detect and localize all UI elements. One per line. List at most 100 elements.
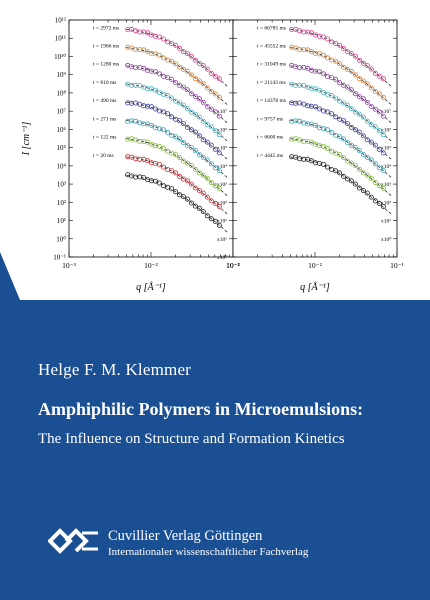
data-point [168, 186, 174, 192]
data-point [344, 66, 350, 72]
book-title: Amphiphilic Polymers in Microemulsions: [38, 399, 364, 419]
series-3: t = 810 ms x10⁴ [93, 80, 228, 170]
data-point [324, 55, 330, 61]
data-point [336, 80, 342, 86]
series-8: x10⁰ [125, 172, 228, 261]
data-point [356, 76, 362, 82]
y-tick-label: 10⁶ [57, 126, 67, 134]
scale-label: x10⁵ [381, 146, 391, 152]
data-point [196, 114, 202, 120]
data-point [208, 124, 214, 130]
scale-label: x10¹ [217, 237, 227, 243]
series-0: t = 2972 ms x10⁷ [93, 25, 228, 115]
fit-curve [126, 47, 228, 105]
y-tick-label: 10⁰ [56, 235, 66, 243]
fit-curve [126, 83, 228, 142]
data-point [212, 146, 218, 152]
data-point [196, 188, 202, 194]
data-point [168, 58, 174, 64]
fit-curve [126, 28, 228, 87]
data-point [368, 139, 374, 145]
data-point [336, 152, 342, 158]
data-point [376, 73, 382, 79]
data-point [344, 139, 350, 145]
series-6: t = 122 ms x10¹ [93, 135, 228, 225]
data-point [328, 75, 334, 81]
data-point [176, 192, 182, 198]
data-point [176, 45, 182, 51]
data-point [340, 155, 346, 161]
fit-curve [290, 47, 392, 105]
series-label: t = 122 ms [93, 135, 116, 141]
data-point [328, 111, 334, 117]
data-point [376, 200, 382, 206]
data-point [184, 68, 190, 74]
data-point [145, 30, 151, 36]
data-point [340, 136, 346, 142]
data-point [200, 137, 206, 143]
data-point [176, 155, 182, 161]
data-point [145, 139, 151, 145]
data-point [321, 52, 327, 58]
publisher-logo-icon [48, 528, 98, 554]
data-point [340, 118, 346, 124]
data-point [176, 64, 182, 70]
fit-curve [126, 174, 228, 233]
fit-curve [290, 101, 392, 160]
data-point [360, 96, 366, 102]
data-point [352, 109, 358, 115]
data-point [164, 129, 170, 135]
scale-label: x10³ [381, 182, 391, 188]
scale-label: x10³ [217, 182, 227, 188]
data-point [164, 92, 170, 98]
data-point [200, 172, 206, 178]
series-label: t = 1280 ms [93, 62, 119, 68]
data-point [196, 170, 202, 176]
data-point [380, 150, 386, 156]
data-point [157, 71, 163, 77]
data-point [380, 76, 386, 82]
scale-label: x10¹ [217, 219, 227, 225]
series-label: t = 490 ms [93, 98, 116, 104]
data-point [200, 81, 206, 87]
data-point [153, 178, 159, 184]
data-point [149, 122, 155, 128]
data-point [176, 136, 182, 142]
data-point [332, 95, 338, 101]
data-point [332, 114, 338, 120]
data-point [216, 167, 222, 173]
data-point [145, 49, 151, 55]
data-point [160, 127, 166, 133]
data-point [360, 188, 366, 194]
data-point [188, 109, 194, 115]
data-point [212, 91, 218, 97]
data-point [372, 89, 378, 95]
data-point [348, 51, 354, 57]
data-point [376, 127, 382, 133]
series-label: t = 20 ms [93, 153, 114, 159]
data-point [192, 129, 198, 135]
data-point [204, 194, 210, 200]
data-point [332, 41, 338, 47]
data-point [360, 60, 366, 66]
data-point [172, 80, 178, 86]
data-point [196, 60, 202, 66]
data-point [153, 87, 159, 93]
data-point [176, 118, 182, 124]
data-point [192, 203, 198, 209]
series-label: t = 9757 ms [257, 116, 283, 122]
data-point [164, 111, 170, 117]
fit-curve [126, 156, 228, 215]
data-point [200, 154, 206, 160]
data-point [208, 198, 214, 204]
data-point [188, 181, 194, 187]
data-point [324, 127, 330, 133]
data-point [336, 61, 342, 67]
data-point [192, 166, 198, 172]
data-point [216, 222, 222, 228]
scale-label: x10⁶ [381, 127, 391, 133]
data-point [204, 157, 210, 163]
data-point [160, 109, 166, 115]
